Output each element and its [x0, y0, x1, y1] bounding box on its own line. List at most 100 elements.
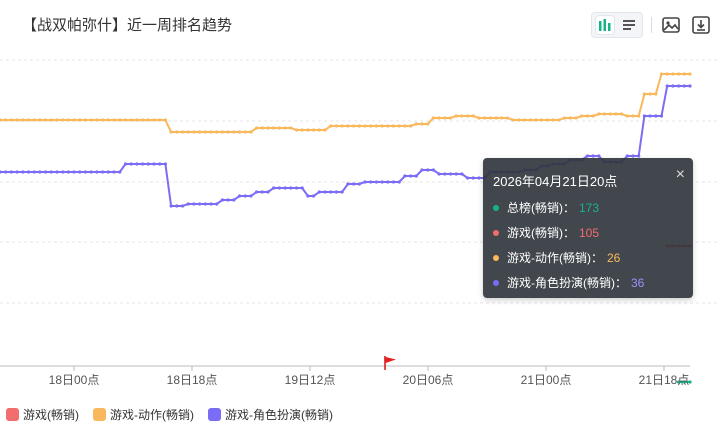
data-point[interactable]: [665, 72, 669, 76]
list-icon[interactable]: [620, 16, 638, 34]
data-point[interactable]: [15, 170, 19, 174]
data-point[interactable]: [403, 174, 407, 178]
data-point[interactable]: [289, 186, 293, 190]
data-point[interactable]: [101, 118, 105, 122]
data-point[interactable]: [4, 170, 8, 174]
data-point[interactable]: [26, 170, 31, 174]
data-point[interactable]: [659, 114, 664, 118]
data-point[interactable]: [249, 130, 253, 134]
data-point[interactable]: [0, 170, 2, 174]
data-point[interactable]: [363, 124, 367, 128]
data-point[interactable]: [334, 190, 338, 194]
data-point[interactable]: [192, 202, 196, 206]
data-point[interactable]: [460, 172, 464, 176]
data-point[interactable]: [169, 130, 173, 134]
data-point[interactable]: [112, 118, 116, 122]
data-point[interactable]: [55, 118, 59, 122]
data-point[interactable]: [654, 92, 658, 96]
data-point[interactable]: [557, 118, 561, 122]
data-point[interactable]: [72, 170, 76, 174]
data-point[interactable]: [346, 124, 350, 128]
data-point[interactable]: [158, 162, 162, 166]
data-point[interactable]: [369, 124, 373, 128]
bar-chart-icon[interactable]: [596, 16, 614, 34]
data-point[interactable]: [89, 118, 93, 122]
data-point[interactable]: [220, 198, 224, 202]
data-point[interactable]: [15, 118, 19, 122]
data-point[interactable]: [186, 202, 190, 206]
data-point[interactable]: [283, 186, 287, 190]
data-point[interactable]: [135, 118, 139, 122]
line-chart[interactable]: 18日00点 18日18点 19日12点 20日06点 21日00点 21日18点: [0, 0, 720, 400]
data-point[interactable]: [209, 130, 213, 134]
data-point[interactable]: [671, 72, 675, 76]
data-point[interactable]: [466, 114, 470, 118]
data-point[interactable]: [403, 124, 407, 128]
data-point[interactable]: [420, 122, 424, 126]
data-point[interactable]: [340, 190, 344, 194]
data-point[interactable]: [215, 130, 219, 134]
data-point[interactable]: [580, 114, 584, 118]
data-point[interactable]: [226, 198, 230, 202]
data-point[interactable]: [654, 114, 658, 118]
data-point[interactable]: [95, 118, 99, 122]
data-point[interactable]: [260, 126, 264, 130]
data-point[interactable]: [352, 182, 356, 186]
data-point[interactable]: [443, 172, 447, 176]
data-point[interactable]: [78, 170, 82, 174]
data-point[interactable]: [255, 126, 259, 130]
data-point[interactable]: [648, 114, 652, 118]
data-point[interactable]: [44, 118, 48, 122]
data-point[interactable]: [659, 72, 664, 76]
data-point[interactable]: [585, 114, 590, 118]
data-point[interactable]: [112, 170, 116, 174]
flag-icon[interactable]: [383, 355, 399, 376]
data-point[interactable]: [323, 190, 327, 194]
data-point[interactable]: [682, 380, 686, 384]
close-icon[interactable]: ×: [675, 166, 685, 183]
data-point[interactable]: [625, 154, 629, 158]
data-point[interactable]: [243, 130, 247, 134]
data-point[interactable]: [386, 180, 390, 184]
data-point[interactable]: [66, 118, 70, 122]
data-point[interactable]: [123, 118, 128, 122]
data-point[interactable]: [471, 114, 475, 118]
data-point[interactable]: [380, 180, 384, 184]
data-point[interactable]: [249, 194, 253, 198]
data-point[interactable]: [289, 126, 293, 130]
data-point[interactable]: [55, 170, 59, 174]
data-point[interactable]: [294, 186, 299, 190]
data-point[interactable]: [180, 130, 185, 134]
legend-item-rpg[interactable]: 游戏-角色扮演(畅销): [208, 406, 333, 423]
data-point[interactable]: [574, 116, 578, 120]
data-point[interactable]: [329, 190, 333, 194]
data-point[interactable]: [266, 190, 270, 194]
data-point[interactable]: [637, 114, 641, 118]
data-point[interactable]: [688, 380, 692, 384]
data-point[interactable]: [688, 72, 692, 76]
data-point[interactable]: [363, 180, 367, 184]
data-point[interactable]: [380, 124, 384, 128]
data-point[interactable]: [83, 170, 88, 174]
data-point[interactable]: [163, 118, 167, 122]
data-point[interactable]: [426, 168, 430, 172]
data-point[interactable]: [642, 114, 647, 118]
data-point[interactable]: [123, 162, 128, 166]
data-point[interactable]: [141, 162, 145, 166]
data-point[interactable]: [665, 84, 669, 88]
data-point[interactable]: [374, 180, 378, 184]
data-point[interactable]: [448, 172, 453, 176]
data-point[interactable]: [505, 116, 510, 120]
data-point[interactable]: [180, 204, 185, 208]
data-point[interactable]: [118, 118, 122, 122]
data-point[interactable]: [152, 118, 156, 122]
image-icon[interactable]: [660, 14, 682, 36]
data-point[interactable]: [471, 176, 475, 180]
data-point[interactable]: [648, 92, 652, 96]
data-point[interactable]: [203, 130, 207, 134]
data-point[interactable]: [266, 126, 270, 130]
data-point[interactable]: [146, 118, 150, 122]
data-point[interactable]: [528, 118, 532, 122]
data-point[interactable]: [631, 154, 635, 158]
data-point[interactable]: [89, 170, 93, 174]
